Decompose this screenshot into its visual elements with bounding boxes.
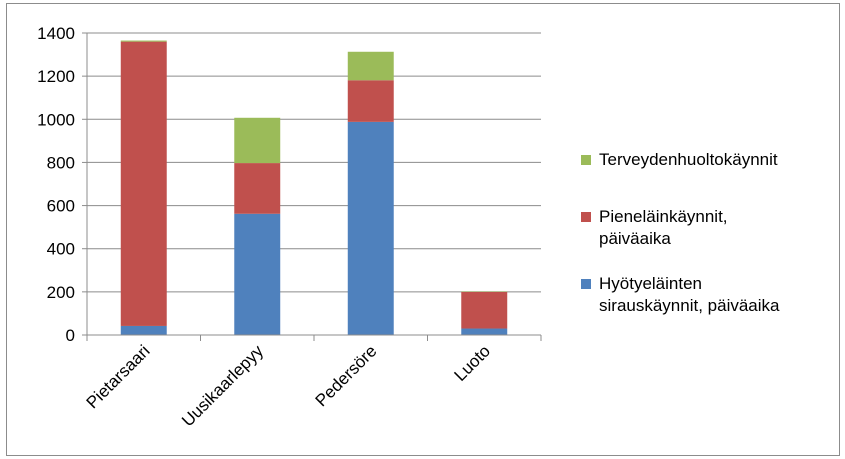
y-tick-label: 400 [47,240,75,259]
y-tick-label: 1400 [37,24,75,43]
bars [120,40,508,335]
legend: Terveydenhuoltokäynnit Pieneläinkäynnit, p… [581,150,780,315]
bar-segment [234,163,281,214]
bar-segment [347,51,394,81]
bar-segment [234,213,281,335]
legend-label: päiväaika [599,229,671,248]
y-tick-label: 1000 [37,110,75,129]
y-tick-label: 200 [47,283,75,302]
y-tick-label: 1200 [37,67,75,86]
bar-segment [120,325,167,335]
bar-segment [120,41,167,326]
bar-segment [347,121,394,335]
x-tick-label: Uusikaarlepyy [178,341,267,430]
legend-label: Hyötyeläinten [599,274,702,293]
y-tick-label: 800 [47,153,75,172]
bar-segment [120,40,167,42]
bar-segment [461,328,508,335]
legend-label: Pieneläinkäynnit, [599,207,728,226]
y-tick-label: 0 [66,326,75,345]
legend-swatch [581,155,591,165]
y-tick-labels: 0 200 400 600 800 1000 1200 1400 [37,24,75,345]
x-tick-label: Luoto [451,341,495,385]
bar-segment [347,80,394,122]
legend-label: Terveydenhuoltokäynnit [599,150,778,169]
axes [82,32,542,341]
x-tick-label: Pietarsaari [83,341,154,412]
y-tick-label: 600 [47,197,75,216]
legend-swatch [581,212,591,222]
x-tick-labels: Pietarsaari Uusikaarlepyy Pedersöre Luoto [83,341,494,430]
bar-segment [234,117,281,164]
legend-swatch [581,279,591,289]
legend-label: sirauskäynnit, päiväaika [599,296,780,315]
bar-segment [461,291,508,329]
x-tick-label: Pedersöre [312,341,381,410]
